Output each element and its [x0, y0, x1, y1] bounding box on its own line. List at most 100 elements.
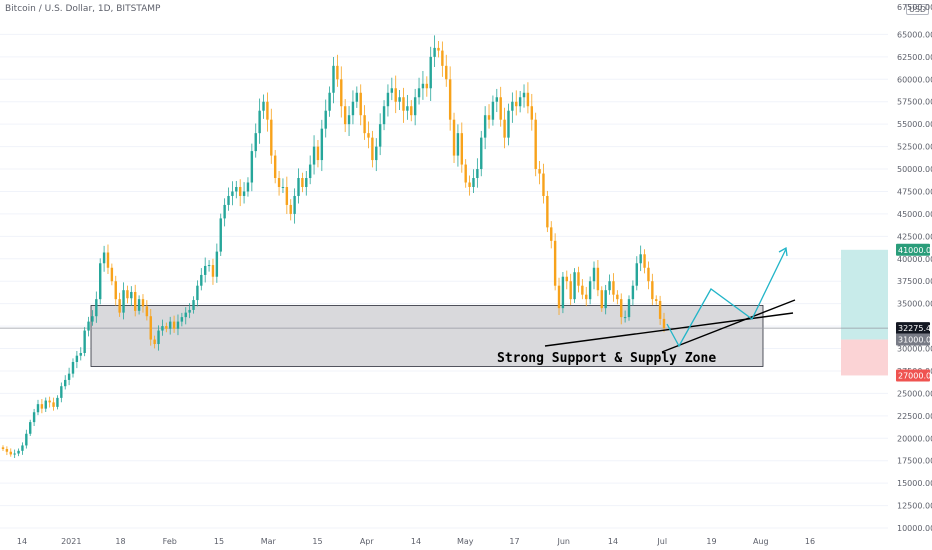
candle [157, 325, 160, 351]
stop-box [841, 339, 888, 376]
y-tick-label: 57500.00 [897, 98, 932, 107]
candle [662, 312, 666, 333]
candle-body [417, 88, 421, 98]
candle-body [378, 124, 382, 147]
candle [56, 395, 59, 410]
candle [165, 322, 168, 333]
candle-body [293, 195, 296, 214]
candle-body [577, 272, 580, 286]
candle-body [262, 101, 265, 111]
currency-button[interactable]: USD [906, 4, 930, 15]
candle [36, 399, 40, 416]
candle [91, 310, 94, 326]
candle-body [40, 404, 44, 409]
candle-body [662, 318, 666, 329]
annotation-boxes [0, 249, 888, 376]
candle [530, 93, 534, 131]
candle [464, 159, 467, 188]
candle [417, 77, 421, 105]
candle [242, 182, 246, 204]
candle [452, 112, 456, 163]
candle-body [207, 265, 211, 267]
candle [639, 245, 642, 272]
candle [581, 279, 584, 300]
candle [297, 168, 300, 204]
x-tick-label: 14 [17, 537, 27, 546]
candle-body [476, 169, 479, 179]
candle-body [332, 65, 335, 93]
candle-body [126, 290, 129, 299]
candle [534, 112, 537, 177]
candle-body [328, 92, 331, 111]
candle-body [355, 92, 359, 102]
candle [429, 46, 432, 101]
candle-body [581, 285, 584, 295]
candle-body [515, 101, 518, 107]
candle-body [503, 119, 506, 138]
candle-body [320, 128, 324, 161]
candle-body [585, 294, 588, 300]
candle [546, 190, 549, 233]
candle [196, 280, 199, 307]
candle-body [631, 285, 635, 300]
candle-body [530, 106, 534, 120]
y-tick-label: 62500.00 [897, 53, 932, 62]
candle-body [122, 290, 125, 313]
candle-body [188, 309, 191, 313]
candle-body [573, 272, 576, 300]
candle-body [534, 119, 537, 170]
candle [21, 442, 24, 455]
candle [145, 300, 149, 321]
chart-title: Bitcoin / U.S. Dollar, 1D, BITSTAMP [5, 4, 161, 14]
candle-body [203, 265, 207, 275]
candle [172, 315, 176, 333]
candle [476, 158, 479, 188]
candle-body [472, 178, 475, 187]
entry-tag-bg [896, 333, 930, 346]
candle [553, 233, 557, 291]
candle [180, 312, 184, 327]
projection-path [666, 248, 787, 348]
candle [324, 99, 327, 138]
candle [320, 119, 324, 172]
candle [608, 274, 611, 295]
candle [367, 121, 370, 149]
candle [565, 270, 568, 290]
candle [293, 188, 296, 224]
candle-body [180, 317, 184, 322]
price-axis[interactable]: 10000.00 12500.00 15000.00 17500.00 20000.00… [897, 3, 932, 533]
candle [188, 303, 191, 319]
candle-body [312, 146, 316, 165]
candle [643, 249, 646, 274]
candle [270, 108, 273, 164]
candle-body [421, 83, 425, 89]
candle-body [445, 65, 448, 80]
candle-body [627, 299, 631, 318]
candle [651, 273, 654, 305]
candle [211, 258, 215, 285]
candle-body [118, 299, 121, 313]
y-tick-label: 40000.00 [897, 255, 932, 264]
candle [207, 260, 211, 272]
candle [87, 316, 90, 337]
candle-body [71, 361, 75, 374]
candle [316, 140, 320, 168]
candle-body [79, 353, 82, 356]
candle-body [110, 267, 114, 282]
x-tick-label: Jun [557, 537, 571, 546]
time-axis[interactable]: 14 2021 18 Feb 15 Mar 15 Apr 14 May 17 Jun 14 Jul 19 Au… [17, 537, 815, 546]
y-tick-label: 47500.00 [897, 187, 932, 196]
x-tick-label: May [457, 537, 474, 546]
y-tick-label: 50000.00 [897, 165, 932, 174]
candle-body [433, 47, 436, 57]
candle-body [231, 191, 234, 196]
candles-layer [1, 35, 666, 459]
candle [332, 57, 335, 104]
x-tick-label: 15 [312, 537, 322, 546]
candle-body [616, 294, 619, 300]
candle-body [460, 133, 464, 165]
candle-body [550, 227, 553, 241]
zone-label: Strong Support & Supply Zone [497, 351, 716, 366]
candle [301, 172, 304, 193]
